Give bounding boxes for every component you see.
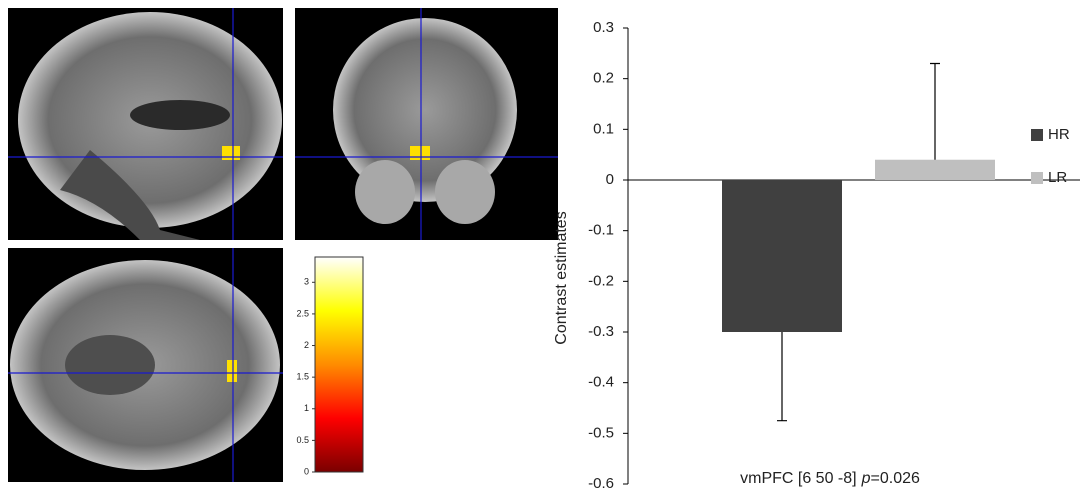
y-tick-label: -0.3 — [588, 323, 614, 340]
colorbar-tick-label: 2 — [304, 340, 309, 350]
x-axis-title: vmPFC [6 50 -8] p=0.026 — [740, 470, 920, 487]
colorbar-tick-label: 1 — [304, 403, 309, 413]
coronal-slice — [295, 8, 558, 240]
bar — [875, 159, 995, 180]
x-axis-title-part: vmPFC [6 50 -8] — [740, 470, 856, 487]
y-tick-label: -0.6 — [588, 475, 614, 492]
y-axis-title: Contrast estimates — [553, 211, 570, 344]
legend-label: LR — [1048, 169, 1067, 186]
y-tick-label: 0.2 — [593, 70, 614, 87]
y-tick-label: 0.1 — [593, 120, 614, 137]
sagittal-slice — [8, 8, 283, 240]
error-bar — [777, 332, 787, 422]
colorbar — [314, 256, 364, 473]
axial-slice — [8, 248, 283, 482]
bar — [722, 180, 842, 332]
colorbar-tick-label: 2.5 — [296, 308, 309, 318]
legend-swatch — [1031, 129, 1043, 141]
legend-label: HR — [1048, 126, 1070, 143]
x-axis-title-part: =0.026 — [871, 470, 920, 487]
y-tick-label: -0.4 — [588, 374, 614, 391]
colorbar-tick-label: 0.5 — [296, 435, 309, 445]
y-tick-label: -0.5 — [588, 424, 614, 441]
legend-swatch — [1031, 172, 1043, 184]
y-tick-label: 0 — [606, 171, 614, 188]
y-tick-label: 0.3 — [593, 19, 614, 36]
colorbar-tick-label: 0 — [304, 466, 309, 476]
x-axis-title-part: p — [861, 470, 871, 487]
colorbar-tick-label: 3 — [304, 277, 309, 287]
colorbar-tick-label: 1.5 — [296, 372, 309, 382]
error-bar — [930, 62, 940, 160]
y-tick-label: -0.1 — [588, 222, 614, 239]
y-tick-label: -0.2 — [588, 272, 614, 289]
